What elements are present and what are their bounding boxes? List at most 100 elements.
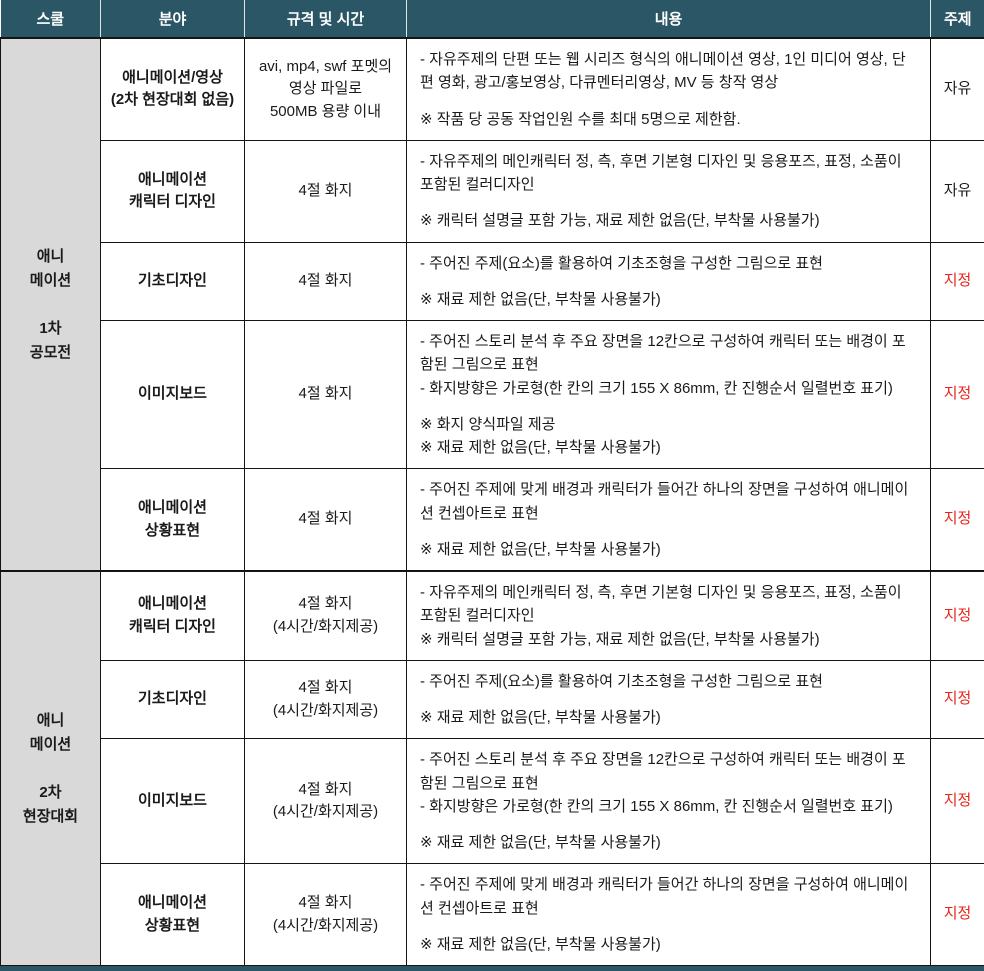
spec-cell: 4절 화지 <box>245 469 407 571</box>
field-line: 캐릭터 디자인 <box>107 191 238 214</box>
content-block: ※ 작품 당 공동 작업인원 수를 최대 5명으로 제한함. <box>420 108 918 131</box>
content-line: - 주어진 주제에 맞게 배경과 캐릭터가 들어간 하나의 장면을 구성하여 애… <box>420 478 918 525</box>
content-block: ※ 화지 양식파일 제공※ 재료 제한 없음(단, 부착물 사용불가) <box>420 413 918 460</box>
field-cell: 이미지보드 <box>101 739 245 864</box>
spec-line: 영상 파일로 <box>251 78 400 101</box>
spec-line: 500MB 용량 이내 <box>251 101 400 124</box>
topic-cell: 지정 <box>931 242 984 321</box>
content-block: ※ 캐릭터 설명글 포함 가능, 재료 제한 없음(단, 부착물 사용불가) <box>420 209 918 232</box>
field-line: (2차 현장대회 없음) <box>107 89 238 112</box>
topic-cell: 지정 <box>931 660 984 739</box>
content-block: ※ 재료 제한 없음(단, 부착물 사용불가) <box>420 288 918 311</box>
field-cell: 이미지보드 <box>101 321 245 469</box>
spec-line: 4절 화지 <box>251 892 400 915</box>
table-row: 이미지보드 4절 화지(4시간/화지제공) - 주어진 스토리 분석 후 주요 장면… <box>1 739 984 864</box>
content-block: - 자유주제의 메인캐릭터 정, 측, 후면 기본형 디자인 및 응용포즈, 표… <box>420 150 918 197</box>
field-cell: 기초디자인 <box>101 242 245 321</box>
content-line: ※ 캐릭터 설명글 포함 가능, 재료 제한 없음(단, 부착물 사용불가) <box>420 628 918 651</box>
topic-cell: 지정 <box>931 571 984 660</box>
content-cell: - 자유주제의 메인캐릭터 정, 측, 후면 기본형 디자인 및 응용포즈, 표… <box>407 571 931 660</box>
field-line: 이미지보드 <box>107 383 238 406</box>
content-block: - 주어진 주제(요소)를 활용하여 기초조형을 구성한 그림으로 표현 <box>420 670 918 693</box>
school-line <box>5 293 96 317</box>
topic-cell: 자유 <box>931 38 984 140</box>
content-line: ※ 재료 제한 없음(단, 부착물 사용불가) <box>420 933 918 956</box>
content-line: - 주어진 스토리 분석 후 주요 장면을 12칸으로 구성하여 캐릭터 또는 … <box>420 748 918 795</box>
content-cell: - 자유주제의 메인캐릭터 정, 측, 후면 기본형 디자인 및 응용포즈, 표… <box>407 140 931 242</box>
content-cell: - 주어진 주제에 맞게 배경과 캐릭터가 들어간 하나의 장면을 구성하여 애… <box>407 864 931 966</box>
spec-cell: 4절 화지(4시간/화지제공) <box>245 660 407 739</box>
school-line: 메이션 <box>5 733 96 757</box>
content-block: ※ 재료 제한 없음(단, 부착물 사용불가) <box>420 538 918 561</box>
content-line: ※ 작품 당 공동 작업인원 수를 최대 5명으로 제한함. <box>420 108 918 131</box>
spec-line: (4시간/화지제공) <box>251 616 400 639</box>
field-line: 애니메이션/영상 <box>107 67 238 90</box>
spec-line: avi, mp4, swf 포멧의 <box>251 56 400 79</box>
content-block: ※ 재료 제한 없음(단, 부착물 사용불가) <box>420 831 918 854</box>
spec-line: (4시간/화지제공) <box>251 801 400 824</box>
content-block: - 자유주제의 메인캐릭터 정, 측, 후면 기본형 디자인 및 응용포즈, 표… <box>420 581 918 651</box>
content-line: - 자유주제의 단편 또는 웹 시리즈 형식의 애니메이션 영상, 1인 미디어… <box>420 48 918 95</box>
field-line: 상황표현 <box>107 915 238 938</box>
content-line: - 화지방향은 가로형(한 칸의 크기 155 X 86mm, 칸 진행순서 일… <box>420 795 918 818</box>
content-block: - 주어진 주제(요소)를 활용하여 기초조형을 구성한 그림으로 표현 <box>420 252 918 275</box>
spec-line: 4절 화지 <box>251 180 400 203</box>
spec-cell: 4절 화지(4시간/화지제공) <box>245 571 407 660</box>
field-line: 상황표현 <box>107 520 238 543</box>
spec-cell: 4절 화지 <box>245 140 407 242</box>
school-line: 애니 <box>5 245 96 269</box>
school-line: 공모전 <box>5 341 96 365</box>
content-cell: - 주어진 주제(요소)를 활용하여 기초조형을 구성한 그림으로 표현 ※ 재료… <box>407 242 931 321</box>
content-block: ※ 재료 제한 없음(단, 부착물 사용불가) <box>420 933 918 956</box>
table-bottom-border <box>0 966 984 971</box>
school-line: 메이션 <box>5 269 96 293</box>
column-header-field: 분야 <box>101 0 245 38</box>
content-cell: - 자유주제의 단편 또는 웹 시리즈 형식의 애니메이션 영상, 1인 미디어… <box>407 38 931 140</box>
content-line: - 자유주제의 메인캐릭터 정, 측, 후면 기본형 디자인 및 응용포즈, 표… <box>420 581 918 628</box>
content-line: - 화지방향은 가로형(한 칸의 크기 155 X 86mm, 칸 진행순서 일… <box>420 377 918 400</box>
content-line: - 주어진 주제(요소)를 활용하여 기초조형을 구성한 그림으로 표현 <box>420 252 918 275</box>
school-line: 애니 <box>5 709 96 733</box>
spec-cell: 4절 화지(4시간/화지제공) <box>245 739 407 864</box>
field-line: 캐릭터 디자인 <box>107 616 238 639</box>
topic-cell: 지정 <box>931 864 984 966</box>
content-line: ※ 캐릭터 설명글 포함 가능, 재료 제한 없음(단, 부착물 사용불가) <box>420 209 918 232</box>
content-block: - 자유주제의 단편 또는 웹 시리즈 형식의 애니메이션 영상, 1인 미디어… <box>420 48 918 95</box>
spec-line: (4시간/화지제공) <box>251 915 400 938</box>
spec-line: 4절 화지 <box>251 383 400 406</box>
column-header-content: 내용 <box>407 0 931 38</box>
spec-line: 4절 화지 <box>251 593 400 616</box>
spec-line: 4절 화지 <box>251 677 400 700</box>
table-header: 스쿨 분야 규격 및 시간 내용 주제 <box>1 0 984 38</box>
spec-line: 4절 화지 <box>251 779 400 802</box>
content-line: ※ 재료 제한 없음(단, 부착물 사용불가) <box>420 831 918 854</box>
content-line: ※ 재료 제한 없음(단, 부착물 사용불가) <box>420 706 918 729</box>
field-cell: 기초디자인 <box>101 660 245 739</box>
spec-line: 4절 화지 <box>251 508 400 531</box>
content-line: - 주어진 스토리 분석 후 주요 장면을 12칸으로 구성하여 캐릭터 또는 … <box>420 330 918 377</box>
content-block: - 주어진 주제에 맞게 배경과 캐릭터가 들어간 하나의 장면을 구성하여 애… <box>420 478 918 525</box>
spec-cell: 4절 화지 <box>245 242 407 321</box>
spec-cell: 4절 화지(4시간/화지제공) <box>245 864 407 966</box>
content-block: ※ 재료 제한 없음(단, 부착물 사용불가) <box>420 706 918 729</box>
school-line <box>5 757 96 781</box>
content-line: ※ 재료 제한 없음(단, 부착물 사용불가) <box>420 288 918 311</box>
content-cell: - 주어진 스토리 분석 후 주요 장면을 12칸으로 구성하여 캐릭터 또는 … <box>407 739 931 864</box>
field-line: 애니메이션 <box>107 497 238 520</box>
field-line: 이미지보드 <box>107 790 238 813</box>
field-line: 애니메이션 <box>107 169 238 192</box>
content-block: - 주어진 주제에 맞게 배경과 캐릭터가 들어간 하나의 장면을 구성하여 애… <box>420 873 918 920</box>
content-line: ※ 재료 제한 없음(단, 부착물 사용불가) <box>420 436 918 459</box>
field-line: 애니메이션 <box>107 892 238 915</box>
